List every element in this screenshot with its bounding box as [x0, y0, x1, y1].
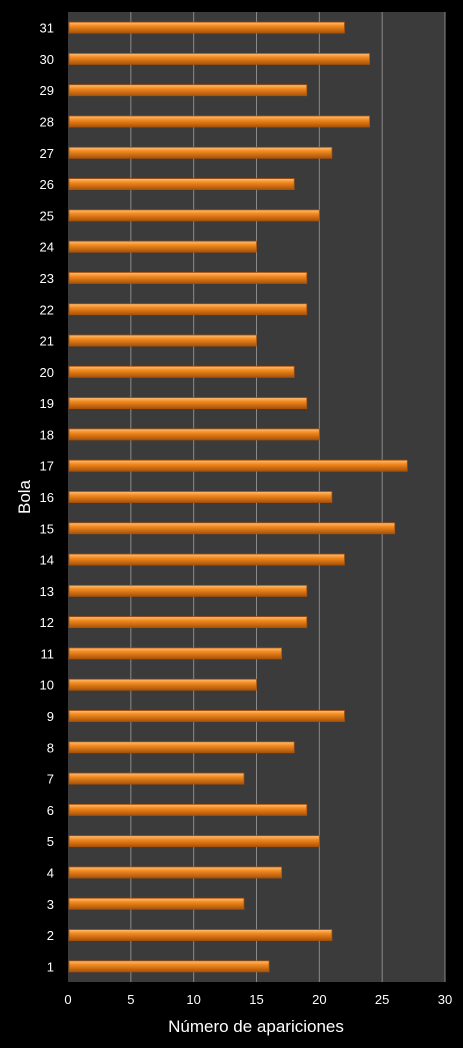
bar-6: [68, 804, 308, 816]
bar-17: [68, 459, 408, 472]
y-tick-label: 27: [40, 146, 54, 161]
x-tick-label: 0: [64, 992, 71, 1007]
bar-31: [68, 21, 345, 34]
bar-25: [68, 209, 320, 222]
bar-14: [68, 553, 345, 566]
y-tick-label: 15: [40, 521, 54, 536]
bar-24: [68, 240, 257, 253]
bar-5: [68, 835, 320, 848]
y-tick-label: 22: [40, 302, 54, 317]
bar-15: [68, 522, 396, 535]
y-tick-label: 7: [47, 772, 54, 787]
y-tick-label: 28: [40, 115, 54, 130]
bar-26: [68, 178, 295, 190]
y-tick-label: 1: [47, 959, 54, 974]
bar-9: [68, 710, 345, 722]
y-tick-label: 13: [40, 584, 54, 599]
y-tick-label: 25: [40, 208, 54, 223]
bar-7: [68, 772, 245, 785]
y-tick-label: 11: [41, 646, 55, 661]
bar-29: [68, 84, 308, 97]
bar-8: [68, 741, 295, 754]
bar-11: [68, 647, 283, 660]
y-tick-label: 20: [40, 365, 54, 380]
y-tick-label: 6: [47, 803, 54, 818]
y-tick-label: 31: [40, 21, 54, 36]
bar-12: [68, 616, 308, 629]
y-tick-label: 23: [40, 271, 54, 286]
bar-1: [68, 960, 270, 973]
y-tick-label: 26: [40, 177, 54, 192]
x-tick-label: 10: [186, 992, 200, 1007]
y-tick-label: 24: [40, 240, 54, 255]
bar-23: [68, 272, 308, 284]
x-axis-label: Número de apariciones: [168, 1017, 344, 1036]
x-tick-label: 5: [127, 992, 134, 1007]
bar-21: [68, 334, 257, 347]
bar-3: [68, 897, 245, 910]
y-tick-label: 29: [40, 83, 54, 98]
bar-20: [68, 365, 295, 378]
bars: [68, 21, 408, 973]
y-tick-label: 18: [40, 427, 54, 442]
y-tick-label: 14: [40, 553, 54, 568]
y-tick-label: 12: [40, 615, 54, 630]
bar-27: [68, 146, 333, 159]
y-tick-label: 4: [47, 865, 54, 880]
x-tick-label: 30: [438, 992, 452, 1007]
y-axis-label: Bola: [15, 479, 34, 514]
y-tick-label: 16: [40, 490, 54, 505]
y-tick-label: 9: [47, 709, 54, 724]
x-tick-label: 20: [312, 992, 326, 1007]
bar-10: [68, 678, 257, 691]
bar-28: [68, 115, 371, 128]
y-tick-label: 5: [47, 834, 54, 849]
bar-13: [68, 584, 308, 597]
x-tick-label: 25: [375, 992, 389, 1007]
y-tick-label: 19: [40, 396, 54, 411]
y-tick-label: 3: [47, 897, 54, 912]
bar-16: [68, 491, 333, 503]
bar-30: [68, 53, 371, 65]
y-tick-labels: 1234567891011121314151617181920212223242…: [40, 21, 54, 975]
bar-19: [68, 397, 308, 410]
x-tick-label: 15: [249, 992, 263, 1007]
y-tick-label: 30: [40, 52, 54, 67]
y-tick-label: 2: [47, 928, 54, 943]
y-tick-label: 21: [40, 334, 54, 349]
bar-18: [68, 428, 320, 441]
bar-22: [68, 303, 308, 316]
y-tick-label: 8: [47, 740, 54, 755]
bar-4: [68, 866, 283, 879]
x-tick-labels: 0 5 10 15 20 25 30: [64, 992, 452, 1007]
y-tick-label: 17: [40, 459, 54, 474]
y-tick-label: 10: [40, 678, 54, 693]
bar-2: [68, 929, 333, 941]
